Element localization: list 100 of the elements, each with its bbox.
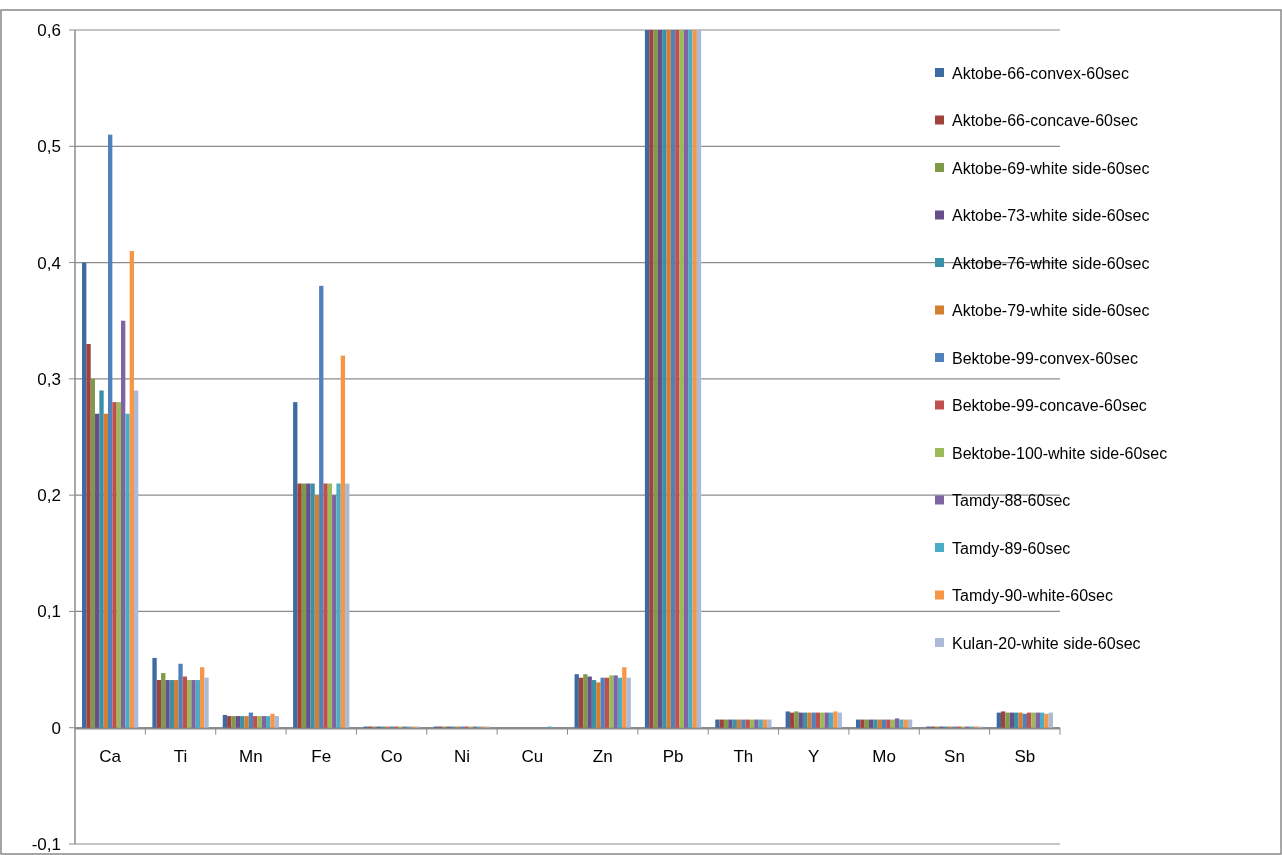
legend-label: Aktobe-66-convex-60sec <box>952 64 1129 82</box>
legend-label: Bektobe-99-concave-60sec <box>952 397 1147 415</box>
bar <box>762 719 768 728</box>
bar <box>116 402 121 728</box>
x-tick-label: Ni <box>453 746 470 766</box>
bar <box>864 719 869 728</box>
bar <box>855 719 861 728</box>
bar <box>1018 712 1023 728</box>
bar <box>860 719 865 728</box>
bar <box>222 714 228 728</box>
x-tick-label: Th <box>733 746 754 766</box>
bar <box>129 250 134 728</box>
x-tick-label: Sn <box>944 746 965 766</box>
bar <box>99 390 104 728</box>
x-tick-label: Mo <box>872 746 896 766</box>
bar <box>152 657 157 728</box>
bar <box>692 30 697 728</box>
bar <box>261 716 267 728</box>
bar <box>125 413 130 728</box>
legend-label: Kulan-20-white side-60sec <box>952 634 1141 652</box>
bar <box>657 30 663 728</box>
y-tick-label: 0,2 <box>37 486 61 506</box>
y-tick-label: 0,1 <box>37 602 61 622</box>
bar <box>903 719 908 728</box>
bar <box>683 30 689 728</box>
bar <box>574 674 579 728</box>
bar <box>868 719 874 728</box>
bar <box>767 719 772 728</box>
x-tick-label: Ca <box>99 746 122 766</box>
bar <box>248 712 254 728</box>
bar <box>837 712 842 728</box>
legend-label: Tamdy-90-white-60sec <box>952 587 1113 605</box>
bar <box>274 716 280 728</box>
bar <box>653 30 658 728</box>
bar <box>745 719 750 728</box>
bar <box>609 675 614 728</box>
bar <box>293 402 298 728</box>
legend-label: Aktobe-66-concave-60sec <box>952 112 1138 130</box>
bar <box>336 483 341 728</box>
bar <box>1048 712 1053 728</box>
bar <box>604 677 610 728</box>
bar <box>108 134 113 728</box>
bar <box>345 483 350 728</box>
bar <box>649 30 654 728</box>
bar <box>178 663 183 728</box>
bar <box>244 716 249 728</box>
bar <box>169 680 175 728</box>
bar <box>578 677 584 728</box>
bar <box>240 716 245 728</box>
bar <box>811 712 816 728</box>
bar <box>121 320 126 728</box>
bar <box>833 711 838 728</box>
bar <box>785 711 790 728</box>
x-tick-label: Sb <box>1014 746 1036 766</box>
legend-label: Tamdy-88-60sec <box>952 492 1071 510</box>
bar <box>332 495 337 728</box>
legend-label: Aktobe-76-white side-60sec <box>952 254 1150 272</box>
bar <box>873 719 878 728</box>
bar <box>174 680 179 728</box>
bar <box>95 413 100 728</box>
bar <box>235 716 241 728</box>
bar <box>815 712 821 728</box>
bar <box>90 378 96 728</box>
bar <box>340 355 346 728</box>
x-tick-label: Y <box>808 746 820 766</box>
x-tick-label: Pb <box>662 746 684 766</box>
bar <box>156 680 162 728</box>
bar <box>617 677 623 728</box>
bar <box>741 719 746 728</box>
bar <box>728 719 733 728</box>
bar <box>719 719 724 728</box>
bar <box>112 402 117 728</box>
bar <box>327 483 333 728</box>
bar <box>187 680 192 728</box>
bar <box>600 677 605 728</box>
bar <box>86 343 91 728</box>
bar <box>670 30 676 728</box>
bar <box>794 711 799 728</box>
bar <box>82 262 87 728</box>
bar <box>1022 713 1027 728</box>
bar <box>907 719 913 728</box>
bar <box>749 719 755 728</box>
bar <box>828 712 834 728</box>
bar <box>807 712 812 728</box>
legend-label: Bektobe-100-white side-60sec <box>952 444 1168 462</box>
y-tick-label: 0,3 <box>37 369 61 389</box>
bar <box>723 719 729 728</box>
bar <box>165 680 170 728</box>
bar <box>596 682 601 728</box>
x-tick-label: Cu <box>521 746 544 766</box>
bar <box>996 712 1002 728</box>
bar <box>1001 711 1006 728</box>
bar <box>736 719 742 728</box>
y-tick-label: 0 <box>51 718 61 738</box>
bar <box>715 719 720 728</box>
y-tick-label: 0,6 <box>37 20 61 40</box>
bar <box>894 718 900 728</box>
bar <box>270 713 275 728</box>
bar <box>662 30 667 728</box>
legend-label: Aktobe-69-white side-60sec <box>952 159 1150 177</box>
